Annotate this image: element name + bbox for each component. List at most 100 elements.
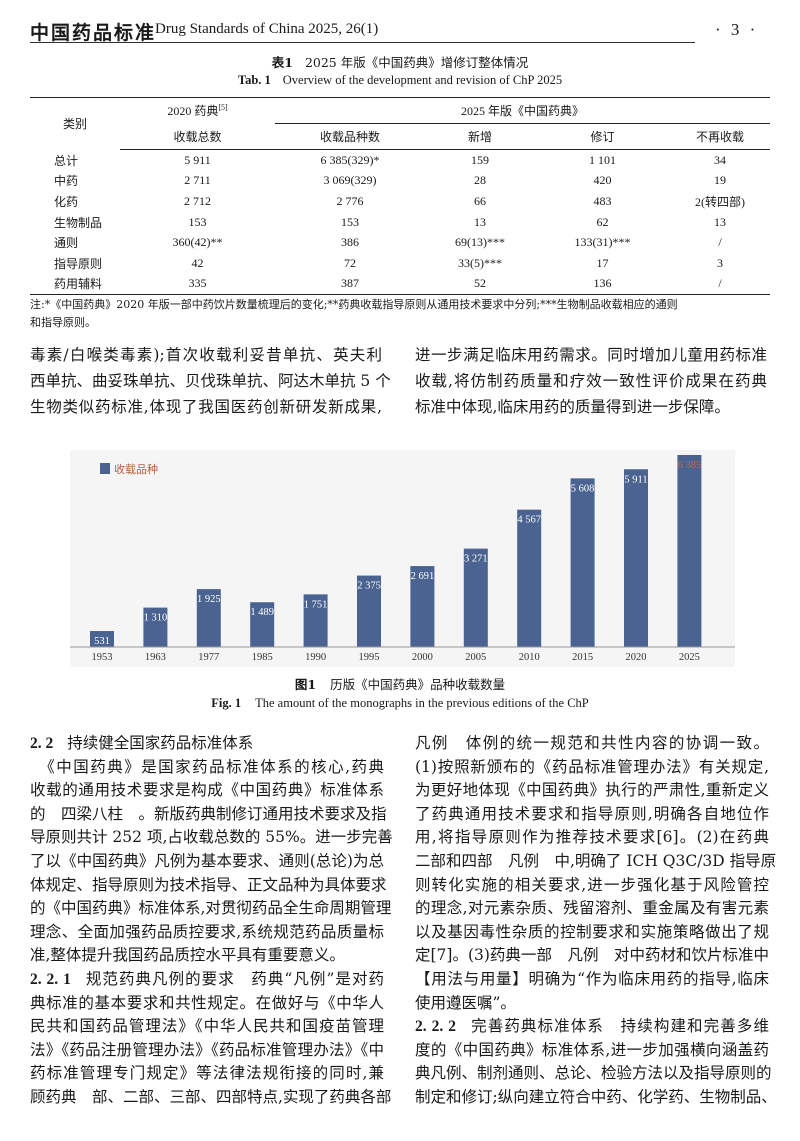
text-line: 了药典通用技术要求和指导原则,明确各自地位作	[415, 804, 769, 823]
value-label: 2 691	[411, 571, 435, 582]
bar-1963	[143, 607, 168, 647]
x-tick-label: 2025	[679, 652, 700, 663]
bar-2005	[463, 548, 488, 647]
table-cell: 66	[474, 193, 486, 208]
figure-title-en: The amount of the monographs in the prev…	[255, 696, 589, 710]
table-cell: 2 712	[184, 193, 211, 208]
table-cell: 3	[717, 255, 723, 270]
table-cell: 33(5)***	[458, 255, 502, 270]
table-cell: 483	[593, 193, 612, 208]
value-label: 1 489	[250, 607, 274, 618]
x-tick-label: 1995	[359, 652, 380, 663]
table-cell: 34	[714, 152, 726, 167]
table-row: 总计 5 911 6 385(329)* 159 1 101 34	[30, 150, 770, 171]
row-label: 化药	[54, 194, 79, 209]
revision-table: 类别 2020 药典[5] 2025 年版《中国药典》 收载总数 收载品种数 新…	[30, 97, 770, 296]
header-2025-group: 2025 年版《中国药典》	[275, 97, 770, 124]
text-line: 典标准的基本要求和共性规定。在做好与《中华人	[30, 993, 384, 1012]
section-heading: 2. 2. 2 完善药典标准体系 持续构建和完善多维	[415, 1015, 769, 1039]
table-cell: 42	[191, 255, 204, 270]
bar-2025	[677, 455, 702, 647]
value-label: 4 567	[517, 515, 541, 526]
table-cell: 13	[474, 214, 486, 229]
text-line: 民共和国药品管理法》《中华人民共和国疫苗管理	[30, 1017, 384, 1036]
bar-1995	[357, 575, 381, 647]
figure-label-cn: 图1	[294, 677, 317, 692]
value-label: 3 271	[464, 554, 488, 565]
x-tick-label: 2015	[572, 652, 593, 663]
upper-right-column: 进一步满足临床用药需求。同时增加儿童用药标准 收载,将仿制药质量和疗效一致性评价成…	[415, 342, 767, 420]
header-category: 类别	[30, 97, 120, 150]
table-label-cn: 表1	[271, 55, 293, 70]
text-line: 度的《中国药典》标准体系,进一步加强横向涵盖药	[415, 1040, 769, 1059]
section-title: 持续健全国家药品标准体系	[67, 734, 254, 752]
table-cell: 159	[471, 152, 489, 167]
table-row: 生物制品 153 153 13 62 13	[30, 212, 770, 233]
table-cell: 72	[344, 255, 356, 270]
journal-title-en: Drug Standards of China 2025, 26(1)	[155, 21, 379, 37]
text-line: 西单抗、曲妥珠单抗、贝伐珠单抗、阿达木单抗 5 个	[30, 372, 391, 390]
table-caption-en: Tab. 1 Overview of the development and re…	[0, 73, 800, 88]
table-cell: 1 101	[589, 152, 616, 167]
table-title-en: Overview of the development and revision…	[282, 73, 563, 87]
text-line: 药标准管理专门规定》等法律法规衔接的同时,兼	[30, 1064, 384, 1083]
legend-swatch	[100, 463, 110, 474]
text-line: 准,整体提升我国药品质控水平具有重要意义。	[30, 946, 345, 965]
header-2020-top: 2020 药典[5]	[120, 97, 275, 124]
table-cell: 420	[593, 173, 612, 188]
figure-caption-cn: 图1 历版《中国药典》品种收载数量	[0, 674, 800, 693]
table-cell: 360(42)**	[172, 235, 223, 250]
table-cell: 2 776	[336, 193, 364, 208]
text-line: 毒素/白喉类毒素);首次收载利妥昔单抗、英夫利	[30, 346, 382, 364]
figure-caption-en: Fig. 1 The amount of the monographs in th…	[0, 696, 800, 711]
text-line: (1)按照新颁布的《药品标准管理办法》有关规定,	[415, 757, 769, 776]
text-line: 典凡例、制剂通则、总论、检验方法以及指导原则的	[415, 1064, 772, 1083]
section-title: 完善药典标准体系 持续构建和完善多维	[469, 1017, 769, 1036]
table-cell: 3 069(329)	[323, 173, 377, 188]
value-label: 6 385	[678, 460, 702, 471]
row-label: 药用辅料	[30, 273, 120, 296]
section-heading: 2. 2. 1 规范药典凡例的要求 药典“凡例”是对药	[30, 968, 384, 992]
upper-left-column: 毒素/白喉类毒素);首次收载利妥昔单抗、英夫利 西单抗、曲妥珠单抗、贝伐珠单抗、阿…	[30, 342, 391, 420]
text-line: 用,将指导原则作为推荐技术要求[6]。(2)在药典	[415, 828, 769, 847]
table-cell: 17	[596, 255, 609, 270]
text-line: 进一步满足临床用药需求。同时增加儿童用药标准	[415, 346, 767, 364]
x-tick-label: 2000	[412, 652, 433, 663]
x-tick-label: 2005	[465, 652, 486, 663]
table-row: 中药 2 711 3 069(329) 28 420 19	[30, 171, 770, 192]
value-label: 5 608	[571, 483, 595, 494]
x-tick-label: 1953	[92, 652, 113, 663]
value-label: 5 911	[624, 474, 647, 485]
text-line: 法》《药品注册管理办法》《药品标准管理办法》《中	[30, 1040, 384, 1059]
bar-2020	[624, 469, 648, 647]
table-row: 药用辅料 335 387 52 136/	[30, 273, 770, 296]
row-label: 中药	[54, 174, 79, 189]
text-line: 体规定、指导原则为技术指导、正文品种为具体要求	[30, 875, 387, 894]
section-title: 规范药典凡例的要求 药典“凡例”是对药	[84, 969, 384, 988]
table-title-cn: 2025 年版《中国药典》增修订整体情况	[304, 55, 529, 70]
journal-title-cn: 中国药品标准	[30, 22, 157, 44]
text-line: 则转化实施的相关要求,进一步强化基于风险管控	[415, 875, 769, 894]
text-line: 的《中国药典》标准体系,对贯彻药品全生命周期管理	[30, 899, 392, 918]
table-cell: 28	[474, 173, 486, 188]
value-label: 1 751	[304, 599, 328, 610]
table-cell: 335	[120, 273, 275, 296]
bar-1985	[250, 602, 275, 647]
value-label: 1 310	[144, 613, 168, 624]
text-line: 生物类似药标准,体现了我国医药创新研发新成果,	[30, 398, 382, 416]
x-tick-label: 1985	[252, 652, 273, 663]
x-tick-label: 2020	[626, 652, 647, 663]
text-line: 标准中体现,临床用药的质量得到进一步保障。	[415, 398, 730, 416]
text-line: 理念、全面加强药品质控要求,系统规范药品质量标	[30, 922, 384, 941]
text-line: 了以《中国药典》凡例为基本要求、通则(总论)为总	[30, 851, 384, 870]
bar-1990	[303, 594, 328, 647]
text-line: 凡例 体例的统一规范和共性内容的协调一致。	[415, 734, 769, 752]
value-label: 2 375	[357, 581, 381, 592]
table-row: 通则 360(42)** 386 69(13)*** 133(31)*** /	[30, 232, 770, 253]
bar-2010	[517, 509, 542, 647]
x-tick-label: 1977	[198, 652, 219, 663]
row-label: 总计	[54, 153, 79, 168]
text-line: 以及基因毒性杂质的控制要求和实施策略做出了规	[415, 922, 769, 941]
table-cell: 52	[425, 273, 535, 296]
x-tick-label: 1963	[145, 652, 166, 663]
